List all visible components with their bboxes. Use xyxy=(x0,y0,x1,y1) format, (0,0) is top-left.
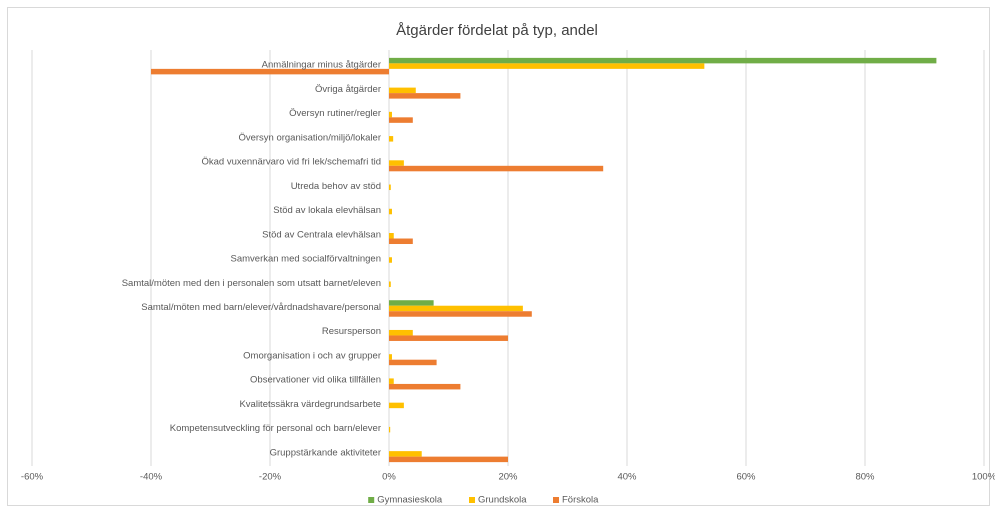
bar xyxy=(389,136,394,142)
y-tick-label: Samverkan med socialförvaltningen xyxy=(231,254,382,265)
bar xyxy=(389,238,413,245)
y-tick-label: Stöd av Centrala elevhälsan xyxy=(262,229,381,240)
bar xyxy=(389,257,392,263)
chart-title: Åtgärder fördelat på typ, andel xyxy=(396,22,598,39)
bar xyxy=(389,383,461,390)
y-tick-label: Anmälningar minus åtgärder xyxy=(262,60,381,71)
y-tick-label: Stöd av lokala elevhälsan xyxy=(273,205,381,216)
bar xyxy=(389,300,434,306)
bar xyxy=(389,305,523,312)
bar xyxy=(389,160,404,166)
legend-label: Förskola xyxy=(562,495,599,506)
bar xyxy=(389,335,508,341)
x-tick-label: 40% xyxy=(617,472,637,483)
y-tick-label: Översyn rutiner/regler xyxy=(289,108,381,119)
legend-label: Grundskola xyxy=(478,495,527,506)
bar xyxy=(389,63,705,69)
bar xyxy=(389,208,392,215)
y-tick-label: Resursperson xyxy=(322,326,381,337)
y-tick-label: Översyn organisation/miljö/lokaler xyxy=(238,132,381,143)
bar xyxy=(389,57,937,64)
x-tick-label: -60% xyxy=(21,472,44,483)
bar xyxy=(389,93,461,99)
x-tick-label: -20% xyxy=(259,472,282,483)
y-tick-label: Kompetensutveckling för personal och bar… xyxy=(170,423,381,434)
y-tick-label: Kvalitetssäkra värdegrundsarbete xyxy=(239,399,381,410)
bar xyxy=(389,378,394,384)
bar xyxy=(389,165,604,172)
y-tick-label: Ökad vuxennärvaro vid fri lek/schemafri … xyxy=(201,157,381,168)
chart-frame xyxy=(7,7,990,506)
y-tick-label: Övriga åtgärder xyxy=(315,84,381,95)
bar xyxy=(389,456,508,463)
bar xyxy=(389,426,391,433)
x-tick-label: 80% xyxy=(855,472,875,483)
legend-swatch xyxy=(368,497,375,503)
bar xyxy=(389,117,413,123)
bar xyxy=(389,329,413,336)
x-tick-label: 0% xyxy=(382,472,396,483)
bar xyxy=(389,359,437,366)
x-tick-label: 100% xyxy=(972,472,995,483)
y-tick-label: Utreda behov av stöd xyxy=(291,181,381,192)
bar xyxy=(389,311,532,317)
y-tick-label: Gruppstärkande aktiviteter xyxy=(270,447,381,458)
bar xyxy=(389,233,394,239)
bar xyxy=(389,87,416,94)
legend-swatch xyxy=(469,497,475,503)
x-tick-label: 60% xyxy=(736,472,756,483)
y-tick-label: Omorganisation i och av grupper xyxy=(243,350,381,361)
x-tick-label: -40% xyxy=(140,472,163,483)
bar xyxy=(389,402,404,409)
bar xyxy=(151,68,389,75)
legend-swatch xyxy=(553,497,559,503)
bar xyxy=(389,281,391,287)
y-tick-label: Samtal/möten med barn/elever/vårdnadshav… xyxy=(141,302,381,313)
bar xyxy=(389,184,391,191)
x-tick-label: 20% xyxy=(498,472,518,483)
bar xyxy=(389,354,392,360)
bar xyxy=(389,111,392,118)
y-tick-label: Observationer vid olika tillfällen xyxy=(250,375,381,386)
bar xyxy=(389,451,422,457)
legend-label: Gymnasieskola xyxy=(377,495,443,506)
y-tick-label: Samtal/möten med den i personalen som ut… xyxy=(122,278,381,289)
